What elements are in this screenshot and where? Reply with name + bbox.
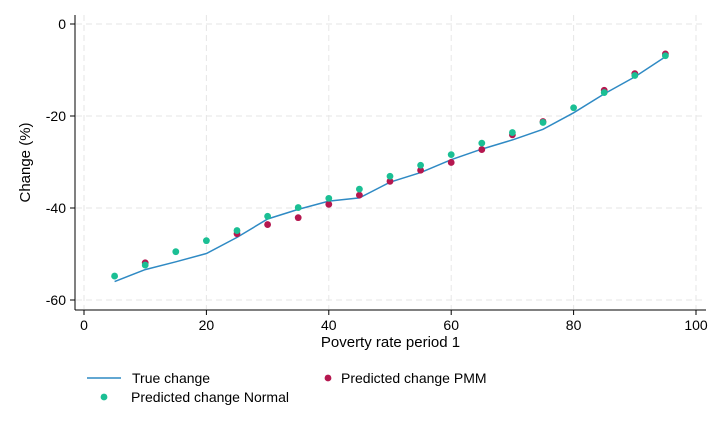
legend-true-change-label: True change xyxy=(132,370,210,386)
x-tick-label: 100 xyxy=(684,317,708,333)
point-normal xyxy=(264,212,271,220)
point-normal xyxy=(233,227,241,234)
legend-normal-key xyxy=(100,393,108,401)
point-normal xyxy=(662,52,669,60)
point-normal xyxy=(294,204,302,211)
point-pmm xyxy=(447,159,455,166)
point-pmm xyxy=(417,166,424,174)
grid xyxy=(76,15,706,309)
legend-pmm-key xyxy=(324,374,332,382)
point-normal xyxy=(325,194,333,202)
point-normal xyxy=(203,237,210,245)
y-tick-label: -60 xyxy=(46,292,66,308)
point-pmm xyxy=(325,200,333,208)
point-normal xyxy=(539,119,547,126)
point-normal xyxy=(570,104,577,112)
x-axis-label: Poverty rate period 1 xyxy=(321,334,460,351)
point-normal xyxy=(509,129,516,136)
point-normal xyxy=(141,261,149,269)
point-pmm xyxy=(478,146,486,153)
x-tick-label: 20 xyxy=(199,317,215,333)
point-normal xyxy=(417,161,424,169)
point-pmm xyxy=(386,177,394,185)
x-tick-label: 0 xyxy=(80,317,88,333)
point-normal xyxy=(172,248,180,256)
point-normal xyxy=(356,185,363,193)
point-normal xyxy=(478,139,486,147)
legend: True change Predicted change PMM Predicted… xyxy=(87,370,487,405)
legend-pmm-label: Predicted change PMM xyxy=(341,370,487,386)
legend-normal-label: Predicted change Normal xyxy=(131,389,289,405)
point-normal xyxy=(600,89,608,96)
y-tick-label: -20 xyxy=(46,108,66,124)
axes xyxy=(70,15,706,315)
point-pmm xyxy=(264,221,271,228)
y-tick-label: 0 xyxy=(58,16,66,32)
point-normal xyxy=(631,72,639,79)
series-layer xyxy=(111,50,669,283)
point-pmm xyxy=(294,214,302,222)
y-axis-label: Change (%) xyxy=(17,122,34,202)
x-tick-label: 60 xyxy=(443,317,459,333)
tick-labels: 0 20 40 60 80 100 0 -20 -40 -60 xyxy=(46,16,708,333)
y-tick-label: -40 xyxy=(46,200,66,216)
point-normal xyxy=(111,272,118,280)
point-pmm xyxy=(356,191,363,199)
x-tick-label: 40 xyxy=(321,317,337,333)
point-normal xyxy=(447,151,455,159)
x-tick-label: 80 xyxy=(566,317,582,333)
point-normal xyxy=(386,172,394,180)
